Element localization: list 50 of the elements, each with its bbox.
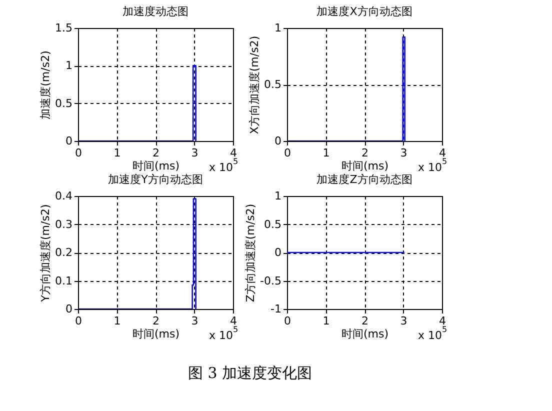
x-tick-label: 0: [75, 314, 82, 328]
x-axis-title: 时间(ms): [341, 328, 389, 340]
y-tick-label: 0: [274, 134, 282, 148]
x-tick-label: 3: [191, 314, 198, 328]
x-tick-label: 2: [152, 146, 160, 160]
y-tick-label: 0.1: [55, 274, 72, 288]
y-tick-label: -1: [270, 302, 282, 316]
y-tick-label: 0.4: [55, 190, 72, 202]
x-tick-label: 2: [362, 314, 368, 328]
y-tick-label: 0.2: [55, 246, 72, 259]
y-axis-title: X方向加速度(m/s2): [248, 36, 262, 134]
x-tick-label: 4: [439, 314, 446, 328]
chart-title: 加速度Z方向动态图: [316, 173, 412, 186]
y-tick-label: 1: [274, 190, 282, 202]
y-tick-label: 1: [66, 59, 72, 72]
y-axis-title: Y方向加速度(m/s2): [39, 204, 52, 303]
caption: 图 3 加速度变化图: [186, 364, 314, 383]
x-tick-label: 4: [439, 146, 446, 160]
chart-title: 加速度动态图: [122, 5, 188, 18]
x-tick-label: 3: [400, 314, 408, 328]
x-tick-label: 0: [284, 314, 291, 328]
y-tick-label: -0.5: [260, 274, 282, 288]
chart-title: 加速度Y方向动态图: [108, 173, 203, 186]
y-tick-label: 0: [274, 246, 282, 259]
y-tick-label: 0: [66, 302, 72, 316]
x-tick-label: 4: [230, 314, 237, 328]
x-tick-label: 1: [322, 314, 330, 328]
x-tick-label: 0: [284, 146, 291, 160]
y-tick-label: 0: [66, 134, 72, 148]
y-axis-title: 加速度(m/s2): [39, 50, 52, 120]
x-tick-label: 1: [114, 314, 121, 328]
x-tick-label: 2: [152, 314, 160, 328]
y-tick-label: 0.5: [264, 218, 282, 231]
y-tick-label: 0.5: [264, 78, 282, 91]
chart-title: 加速度X方向动态图: [316, 5, 412, 18]
y-axis-title: Z方向加速度(m/s2): [244, 204, 258, 302]
x-tick-label: 3: [191, 146, 198, 160]
y-tick-label: 0.5: [55, 96, 72, 110]
x-axis-title: 时间(ms): [132, 328, 180, 340]
x-axis-title: 时间(ms): [341, 160, 389, 172]
x-tick-label: 2: [362, 146, 368, 160]
y-tick-label: 0.3: [55, 218, 72, 231]
y-tick-label: 1.5: [55, 22, 72, 34]
x-axis-title: 时间(ms): [132, 160, 180, 172]
y-tick-label: 1: [274, 22, 282, 34]
x-tick-label: 1: [322, 146, 330, 160]
x-tick-label: 1: [114, 146, 121, 160]
x-tick-label: 4: [230, 146, 237, 160]
x-tick-label: 0: [75, 146, 82, 160]
x-tick-label: 3: [400, 146, 408, 160]
